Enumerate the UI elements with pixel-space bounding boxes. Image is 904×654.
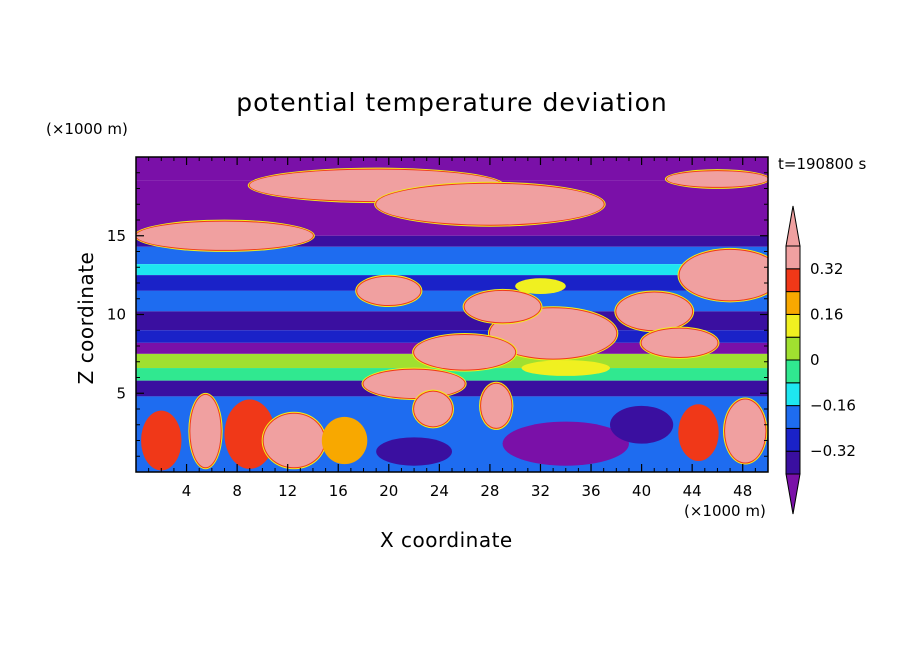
x-tick-label: 8 [232,482,242,500]
x-tick-label: 36 [581,482,600,500]
colorbar-extend-low [785,473,801,515]
time-stamp-label: t=190800 s [778,155,867,173]
contour-feature [679,249,768,301]
colorbar-box [785,359,801,384]
colorbar-label: 0.32 [810,260,843,278]
colorbar-box [785,427,801,452]
colorbar-box [785,405,801,429]
colorbar-label: −0.32 [810,442,856,460]
contour-layer [136,290,768,312]
x-axis-unit-label: (×1000 m) [684,502,766,520]
x-tick-label: 28 [480,482,499,500]
colorbar-box [785,382,801,407]
y-axis-unit-label: (×1000 m) [46,120,128,138]
x-tick-label: 40 [632,482,651,500]
contour-feature [521,360,610,376]
contour-feature [321,416,368,465]
contour-feature [190,394,221,468]
y-tick-label: 15 [107,227,126,245]
chart-title: potential temperature deviation [236,88,668,117]
y-axis: 5 10 15 [107,172,768,457]
contour-feature [481,383,512,428]
colorbar-box [785,450,801,475]
contour-feature [414,334,516,370]
colorbar: 0.32 0.16 0 −0.16 −0.32 [785,205,856,515]
x-tick-label: 12 [278,482,297,500]
colorbar-box [785,268,801,293]
contour-feature [666,171,768,187]
contour-feature [414,391,452,427]
contour-feature [363,369,465,398]
colorbar-box [785,291,801,315]
plot-area [136,157,768,472]
x-tick-label: 4 [182,482,192,500]
x-tick-label: 44 [683,482,702,500]
x-tick-label: 32 [531,482,550,500]
contour-feature [141,410,182,471]
contour-feature [616,292,693,331]
contour-feature [678,404,719,461]
contour-feature [224,399,276,469]
contour-feature [464,290,541,323]
contour-feature [136,221,313,250]
contour-layer [136,246,768,265]
x-tick-label: 24 [430,482,449,500]
colorbar-label: 0.16 [810,305,843,323]
x-tick-label: 48 [733,482,752,500]
contour-layer [136,235,768,247]
y-tick-label: 10 [107,306,126,324]
colorbar-extend-high [785,205,801,247]
contour-feature [357,276,421,306]
colorbar-label: −0.16 [810,397,856,415]
y-tick-label: 5 [116,384,126,402]
contour-feature [610,405,674,444]
contour-layer [136,275,768,291]
contour-layer [136,264,768,276]
contour-feature [641,328,718,358]
contour-feature [515,278,566,295]
x-axis: 4 8 12 16 20 24 28 32 36 40 44 48 [148,157,756,500]
colorbar-box [785,245,801,270]
contour-feature [502,421,629,466]
contour-feature [376,183,604,225]
contour-feature [725,399,766,463]
x-axis-title: X coordinate [380,528,513,552]
colorbar-box [785,313,801,338]
x-tick-label: 20 [379,482,398,500]
contour-feature [376,437,452,466]
colorbar-label: 0 [810,351,820,369]
colorbar-box [785,336,801,361]
x-tick-label: 16 [329,482,348,500]
contour-feature [263,413,325,468]
